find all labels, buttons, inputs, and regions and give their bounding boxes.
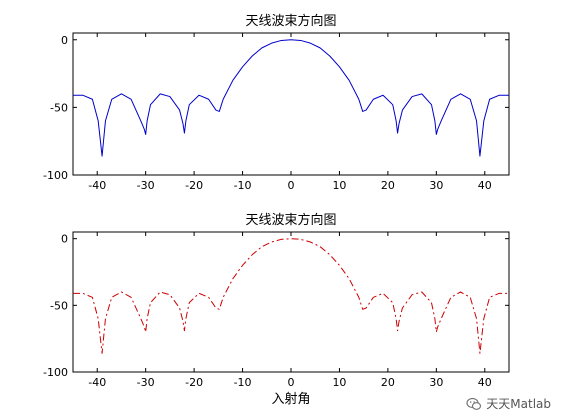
x-tick-label: 20	[381, 376, 395, 389]
axes-box	[72, 32, 510, 176]
x-tick-label: -40	[88, 179, 106, 192]
x-tick-label: -10	[234, 376, 252, 389]
chart-title: 天线波束方向图	[245, 13, 336, 29]
x-tick-label: -20	[185, 179, 203, 192]
y-tick-label: 0	[61, 34, 68, 47]
axes-box	[72, 231, 510, 373]
y-tick-label: 0	[61, 233, 68, 246]
x-tick-label: 10	[332, 179, 346, 192]
x-tick-label: 20	[381, 179, 395, 192]
x-tick-label: 40	[478, 179, 492, 192]
x-tick-label: -30	[137, 376, 155, 389]
y-tick-label: -50	[50, 299, 68, 312]
x-tick-label: 0	[288, 179, 295, 192]
y-tick-label: -100	[43, 169, 68, 182]
x-axis-label: 入射角	[271, 391, 310, 407]
x-tick-label: -20	[185, 376, 203, 389]
chart-title: 天线波束方向图	[245, 212, 336, 228]
x-tick-label: 10	[332, 376, 346, 389]
series-line	[73, 39, 509, 157]
x-tick-label: 30	[429, 179, 443, 192]
x-tick-label: -30	[137, 179, 155, 192]
x-tick-label: 40	[478, 376, 492, 389]
series-line	[73, 238, 509, 354]
watermark: 天天Matlab	[466, 395, 551, 412]
x-tick-label: -40	[88, 376, 106, 389]
y-tick-label: -100	[43, 366, 68, 379]
x-tick-label: 0	[288, 376, 295, 389]
watermark-text: 天天Matlab	[486, 397, 551, 411]
wechat-icon	[466, 397, 482, 410]
x-tick-label: 30	[429, 376, 443, 389]
x-tick-label: -10	[234, 179, 252, 192]
y-tick-label: -50	[50, 101, 68, 114]
